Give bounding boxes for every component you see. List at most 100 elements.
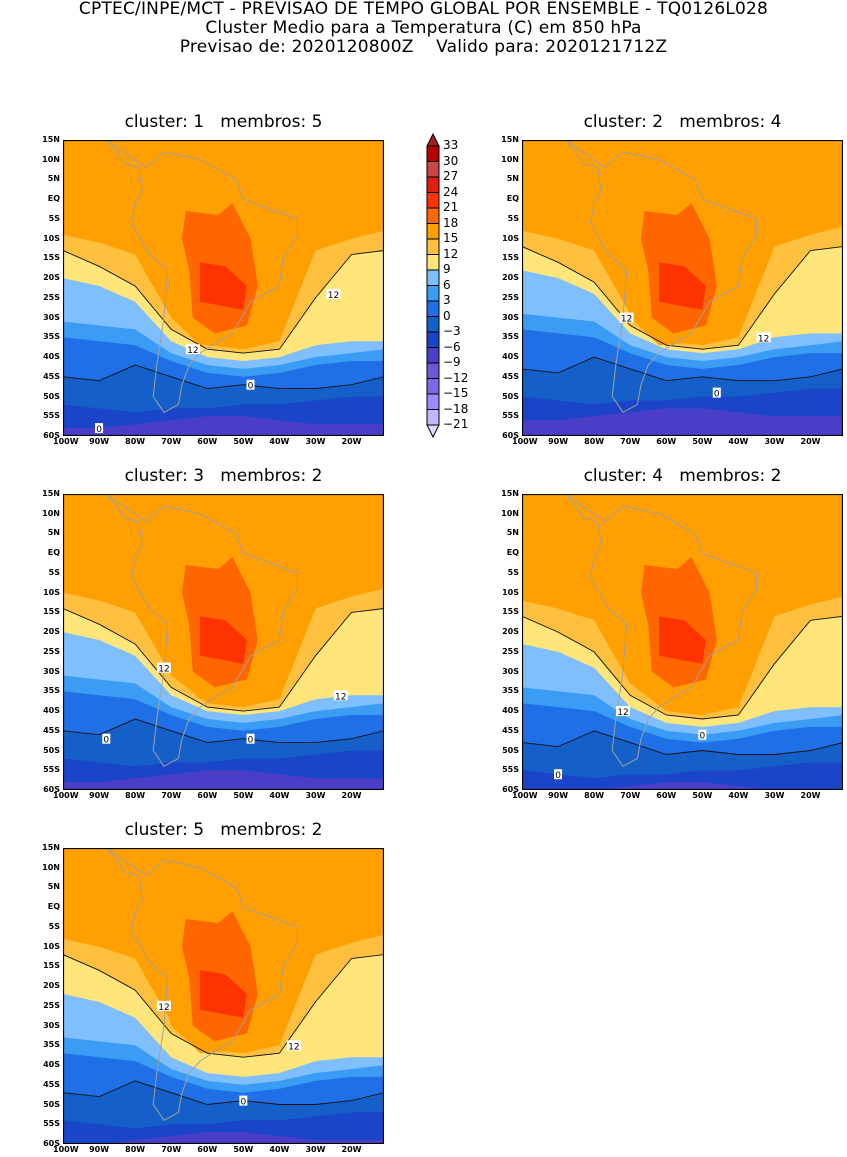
temperature-map-panel: 12 12 0 [63, 848, 384, 1144]
lat-tick-label: 10N [501, 508, 519, 518]
map-canvas: 12 12 0 [522, 140, 843, 436]
contour-label: 0 [698, 729, 707, 742]
coastline [105, 848, 298, 1121]
lat-tick-label: 20S [43, 273, 60, 283]
colorbar-swatch [426, 161, 440, 178]
lat-tick-label: 30S [43, 1020, 60, 1030]
lon-tick-label: 20W [341, 437, 362, 446]
colorbar-swatch [426, 192, 440, 209]
lat-tick-label: 15S [502, 253, 519, 263]
lat-tick-label: EQ [47, 548, 60, 558]
coastline [105, 494, 298, 767]
lat-tick-label: 15N [501, 135, 519, 144]
lat-tick-label: 10S [43, 587, 60, 597]
lon-tick-label: 70W [620, 791, 641, 800]
map-frame [522, 140, 843, 436]
contour-label: 12 [333, 690, 348, 702]
temperature-map-panel: 12 12 0 0 [63, 140, 384, 436]
lon-tick-label: 60W [197, 791, 218, 800]
lon-tick-label: 50W [233, 437, 254, 446]
coastline [564, 140, 757, 413]
lat-tick-label: 5S [507, 213, 519, 223]
colorbar-label: 3 [443, 293, 451, 307]
lon-tick-label: 100W [53, 791, 79, 800]
lat-tick-label: 60S [43, 1139, 60, 1148]
band-21-24 [200, 970, 247, 1018]
contour-label: 0 [102, 733, 111, 746]
svg-text:12: 12 [158, 1003, 169, 1013]
lon-tick-label: 90W [89, 1145, 110, 1154]
lat-tick-label: 40S [43, 706, 60, 716]
lat-tick-label: 25S [43, 646, 60, 656]
lon-tick-label: 50W [692, 791, 713, 800]
band-minus9-minus6 [63, 770, 384, 790]
lon-tick-label: 20W [341, 791, 362, 800]
colorbar-arrow-max [426, 133, 440, 147]
lat-tick-label: 25S [43, 1000, 60, 1010]
lat-tick-label: 10N [42, 154, 60, 164]
contour-label: 0 [246, 733, 255, 746]
svg-text:0: 0 [248, 382, 254, 392]
lat-tick-label: 5S [48, 567, 60, 577]
lat-tick-label: 30S [502, 312, 519, 322]
lat-tick-label: EQ [47, 194, 60, 204]
lat-tick-label: 10S [43, 233, 60, 243]
contour-0 [522, 730, 843, 755]
lon-tick-label: 40W [728, 791, 749, 800]
lat-tick-label: 20S [502, 273, 519, 283]
svg-text:12: 12 [617, 708, 628, 718]
lat-tick-label: 30S [502, 666, 519, 676]
colorbar-label: −12 [443, 370, 469, 385]
lon-tick-label: 90W [548, 437, 569, 446]
lat-tick-label: 45S [43, 1079, 60, 1089]
band-minus9-minus6 [63, 416, 384, 436]
band-minus6-minus3 [63, 1112, 384, 1144]
contour-label: 0 [712, 387, 721, 400]
lat-tick-label: 55S [43, 765, 60, 775]
contour-label: 12 [156, 662, 171, 675]
lat-tick-label: 10N [501, 154, 519, 164]
lat-tick-label: 40S [43, 1060, 60, 1070]
lon-tick-label: 30W [305, 791, 326, 800]
lat-tick-label: 40S [502, 706, 519, 716]
lat-tick-label: 15S [43, 607, 60, 617]
lat-tick-label: 5N [47, 174, 60, 184]
lat-tick-label: 15N [42, 489, 60, 498]
lon-tick-label: 60W [197, 1145, 218, 1154]
lat-tick-label: 55S [502, 411, 519, 421]
lat-tick-label: 25S [502, 646, 519, 656]
colorbar-label: 6 [443, 277, 451, 292]
lat-tick-label: 60S [502, 431, 519, 440]
contour-label: 12 [615, 706, 630, 718]
lat-tick-label: 35S [43, 686, 60, 696]
contour-label: 12 [756, 332, 771, 344]
temperature-map-panel: 12 0 0 [522, 494, 843, 790]
map-frame [63, 848, 384, 1144]
lat-tick-label: 50S [502, 391, 519, 401]
svg-text:0: 0 [714, 390, 720, 400]
lat-tick-label: 10S [502, 587, 519, 597]
lat-tick-label: 35S [43, 1040, 60, 1050]
lat-tick-label: 50S [43, 391, 60, 401]
svg-text:0: 0 [103, 736, 109, 746]
panel-title: cluster: 3 membros: 2 [124, 466, 323, 486]
svg-text:0: 0 [248, 736, 254, 746]
lon-tick-label: 100W [53, 437, 79, 446]
lon-tick-label: 90W [89, 791, 110, 800]
band-21-24 [200, 262, 247, 310]
contour-label: 0 [95, 423, 104, 435]
band-21-24 [659, 616, 706, 664]
colorbar-swatch [426, 409, 440, 426]
colorbar-swatch [426, 393, 440, 410]
lon-tick-label: 20W [800, 437, 821, 446]
lon-tick-label: 70W [620, 437, 641, 446]
contour-12 [63, 250, 384, 354]
lon-tick-label: 30W [764, 437, 785, 446]
lat-tick-label: 30S [43, 312, 60, 322]
lat-tick-label: 15S [43, 961, 60, 971]
lon-tick-label: 80W [125, 437, 146, 446]
colorbar-swatch [426, 285, 440, 302]
lat-tick-label: 10S [43, 941, 60, 951]
lat-tick-label: 30S [43, 666, 60, 676]
lat-tick-label: 20S [43, 627, 60, 637]
